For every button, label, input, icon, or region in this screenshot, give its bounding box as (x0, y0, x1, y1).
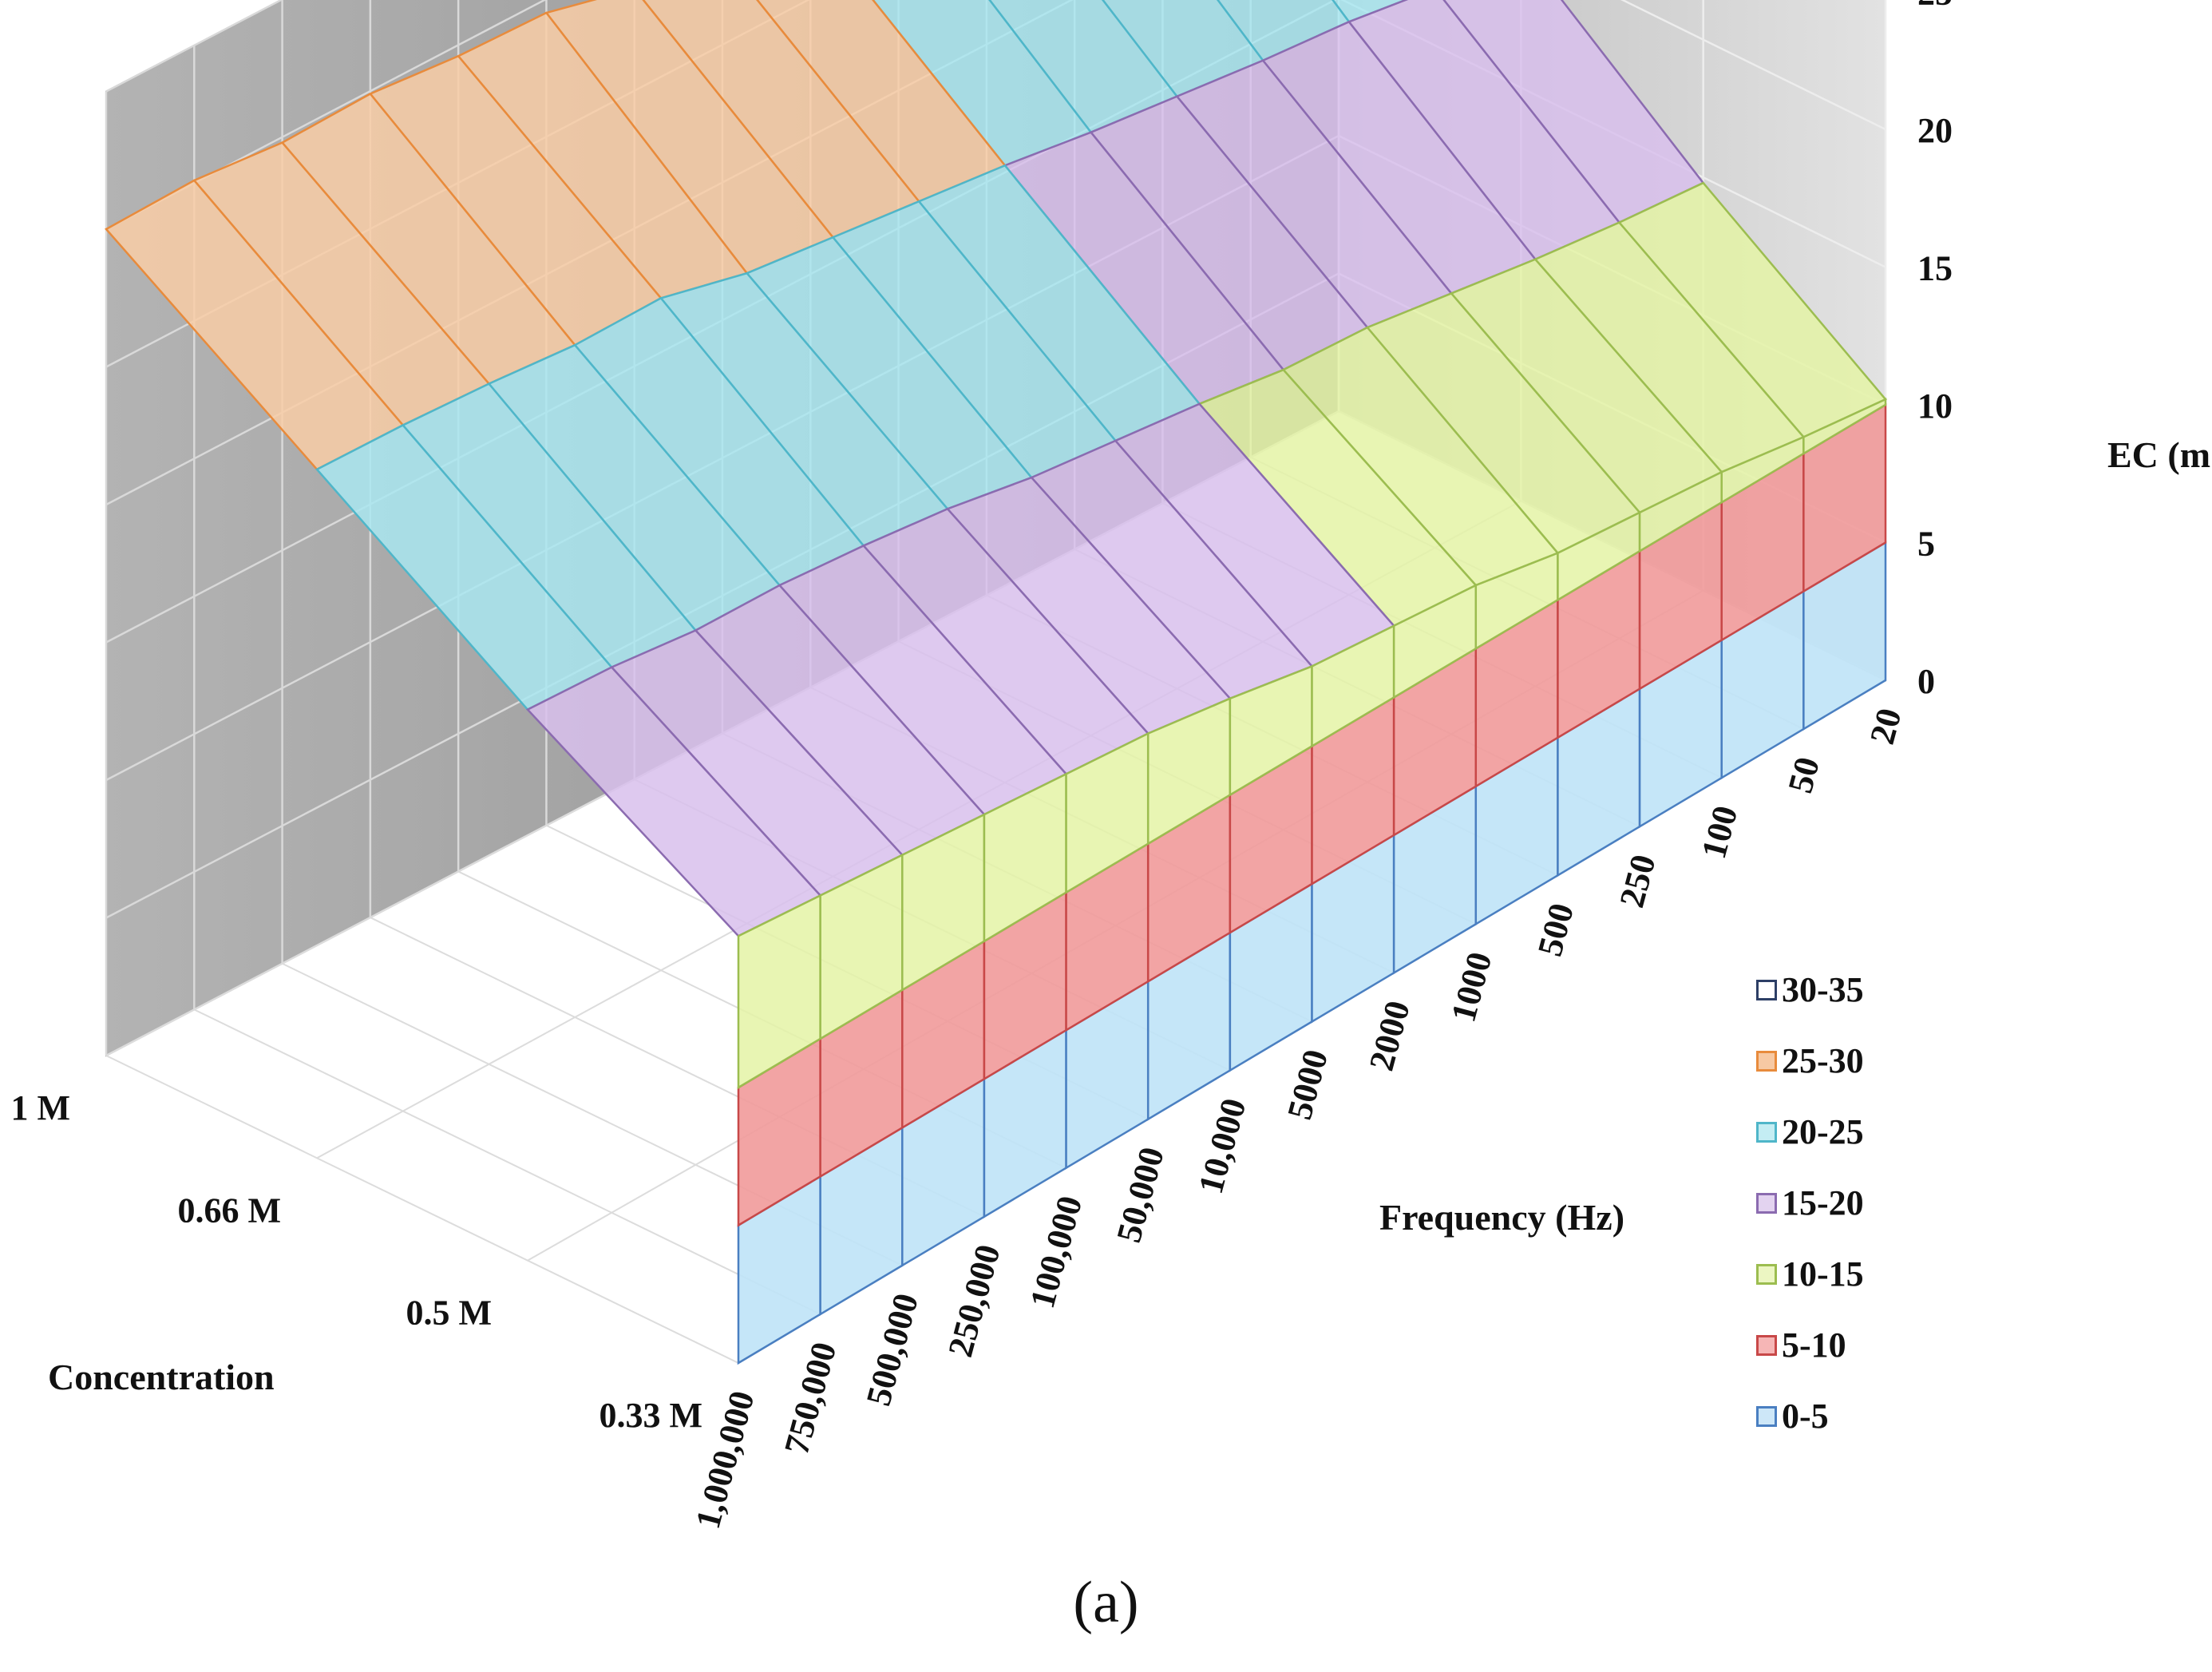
frequency-tick-label: 500 (1530, 899, 1581, 960)
z-axis-title: EC (mS) (2107, 434, 2212, 475)
legend-swatch (1756, 979, 1777, 1000)
frequency-tick-label: 2000 (1362, 996, 1418, 1075)
legend-label: 20-25 (1782, 1112, 1864, 1151)
frequency-tick-label: 20 (1862, 704, 1909, 748)
legend-item: 30-35 (1756, 954, 1996, 1025)
z-tick-label: 10 (1917, 386, 1953, 426)
z-tick-label: 15 (1917, 249, 1953, 288)
legend-item: 25-30 (1756, 1025, 1996, 1096)
frequency-tick-label: 10,000 (1191, 1094, 1254, 1198)
frequency-tick-label: 50 (1780, 753, 1827, 797)
legend-swatch (1756, 1192, 1777, 1214)
frequency-tick-label: 250 (1612, 850, 1663, 911)
concentration-tick-label: 1 M (10, 1088, 70, 1127)
skirt-band-10-15 (1802, 398, 1887, 456)
frequency-tick-label: 500,000 (859, 1290, 926, 1410)
legend-label: 15-20 (1782, 1183, 1864, 1222)
z-tick-label: 20 (1917, 111, 1953, 150)
legend-label: 0-5 (1782, 1397, 1829, 1436)
frequency-tick-label: 250,000 (940, 1241, 1007, 1361)
legend-label: 10-15 (1782, 1254, 1864, 1294)
concentration-tick-label: 0.66 M (177, 1191, 281, 1230)
figure-caption: (a) (0, 1569, 2212, 1637)
legend-item: 10-15 (1756, 1238, 1996, 1309)
legend-swatch (1756, 1405, 1777, 1427)
legend-label: 5-10 (1782, 1325, 1846, 1365)
floor-gridline (105, 1055, 739, 1364)
frequency-axis-title: Frequency (Hz) (1379, 1197, 1624, 1238)
surface-plot (105, 0, 1888, 1365)
legend-swatch (1756, 1263, 1777, 1285)
frequency-tick-label: 100 (1694, 802, 1745, 862)
concentration-tick-label: 0.33 M (599, 1396, 702, 1435)
legend-item: 15-20 (1756, 1167, 1996, 1238)
frequency-tick-label: 1000 (1443, 948, 1499, 1026)
z-tick-label: 5 (1917, 525, 1935, 564)
side-wall-gridline (1620, 0, 1886, 131)
frequency-tick-label: 5000 (1280, 1045, 1336, 1123)
legend-item: 5-10 (1756, 1309, 1996, 1381)
legend-swatch (1756, 1050, 1777, 1072)
legend-item: 0-5 (1756, 1381, 1996, 1452)
frequency-tick-label: 50,000 (1109, 1143, 1172, 1247)
legend-item: 20-25 (1756, 1096, 1996, 1167)
concentration-tick-label: 0.5 M (406, 1294, 492, 1333)
z-tick-label: 0 (1917, 662, 1935, 701)
frequency-tick-label: 100,000 (1023, 1192, 1090, 1313)
back-wall-gridline (105, 0, 547, 231)
legend-swatch (1756, 1121, 1777, 1143)
frequency-tick-label: 750,000 (777, 1338, 844, 1459)
surface-cell (1332, 0, 1409, 23)
floor-gridline (193, 1008, 821, 1315)
caption-text: (a) (1073, 1570, 1139, 1635)
legend-swatch (1756, 1334, 1777, 1356)
concentration-axis-title: Concentration (48, 1357, 275, 1397)
legend-label: 25-30 (1782, 1041, 1864, 1080)
legend-label: 30-35 (1782, 970, 1864, 1009)
legend: 30-35 25-30 20-25 15-20 10-15 5-10 0-5 (1756, 954, 1996, 1452)
z-tick-label: 25 (1917, 0, 1953, 13)
